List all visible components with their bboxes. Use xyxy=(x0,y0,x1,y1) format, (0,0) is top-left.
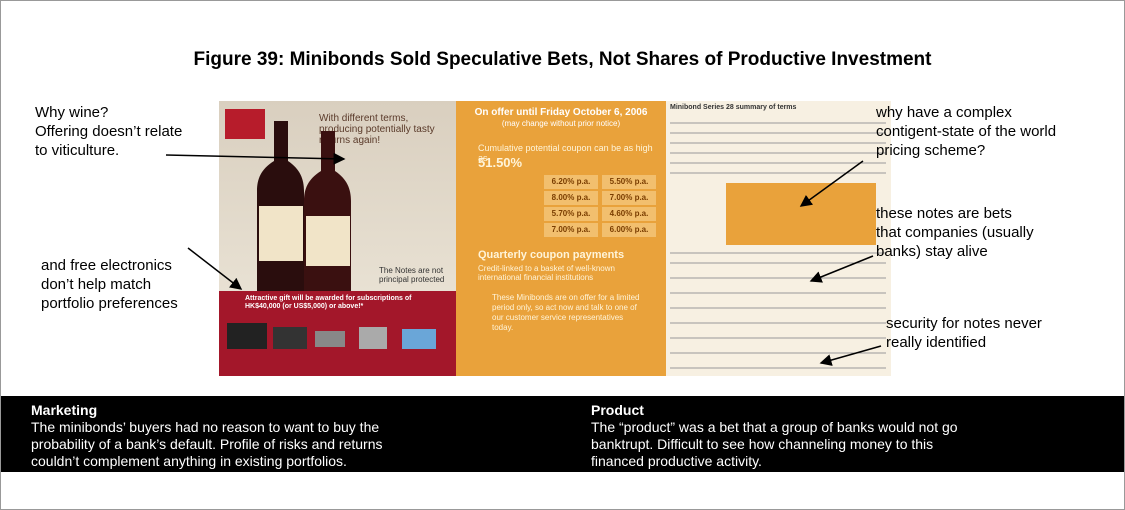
text-line: The minibonds’ buyers had no reason to w… xyxy=(31,419,382,436)
text-line: The “product” was a bet that a group of … xyxy=(591,419,958,436)
text-line: banktrupt. Difficult to see how channeli… xyxy=(591,436,958,453)
text-line: financed productive activity. xyxy=(591,453,958,470)
summary-band: Marketing The minibonds’ buyers had no r… xyxy=(1,396,1124,472)
arrows xyxy=(1,1,1124,396)
product-panel: Product The “product” was a bet that a g… xyxy=(591,402,958,470)
slide: Figure 39: Minibonds Sold Speculative Be… xyxy=(0,0,1125,510)
text-line: couldn’t complement anything in existing… xyxy=(31,453,382,470)
text-line: Product xyxy=(591,402,958,419)
text-line: probability of a bank’s default. Profile… xyxy=(31,436,382,453)
text-line: Marketing xyxy=(31,402,382,419)
marketing-panel: Marketing The minibonds’ buyers had no r… xyxy=(31,402,382,470)
